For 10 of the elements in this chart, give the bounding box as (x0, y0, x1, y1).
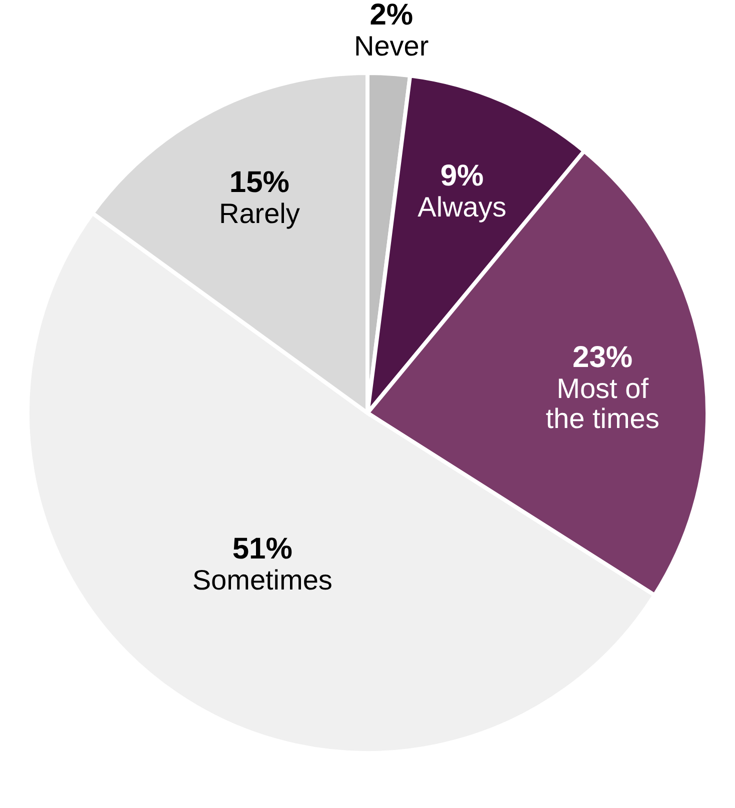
slice-label: Never (354, 30, 429, 62)
data-label: 9% (440, 160, 484, 193)
data-label: 15% (229, 166, 290, 199)
slice-label: Rarely (218, 198, 300, 229)
slice-label: Always (418, 192, 506, 223)
data-label: 51% (232, 532, 292, 566)
data-label: 23% (572, 340, 633, 374)
data-label: 2% (370, 0, 414, 32)
slice-label: Most of the times (546, 372, 660, 434)
slice-label: Sometimes (192, 564, 332, 596)
